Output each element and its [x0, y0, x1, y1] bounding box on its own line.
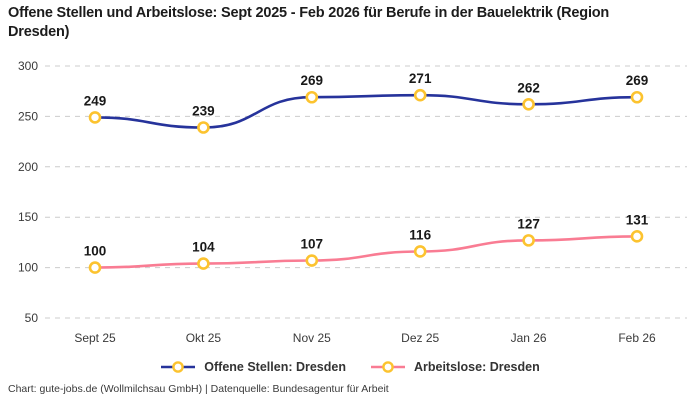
data-point-marker-0-5[interactable]: [630, 90, 644, 104]
series-line-1: [93, 235, 639, 269]
y-axis-tick-label: 200: [18, 160, 38, 174]
data-point-label: 249: [84, 93, 107, 108]
line-chart-canvas: 50 100 150 200 250 300 Sept 25 Okt 25 Nov 25 Dez …: [18, 59, 687, 345]
data-point-label: 269: [626, 73, 649, 88]
data-point-marker-1-5[interactable]: [630, 230, 644, 243]
x-axis-tick-label: Sept 25: [74, 331, 116, 345]
x-axis-tick-label: Dez 25: [401, 331, 439, 345]
chart-source-footer: Chart: gute-jobs.de (Wollmilchsau GmbH) …: [8, 383, 389, 395]
legend-marker-1: [382, 361, 394, 373]
data-point-label: 269: [301, 73, 324, 88]
legend-item-arbeitslose[interactable]: Arbeitslose: Dresden: [370, 360, 540, 374]
y-axis-tick-label: 300: [18, 59, 38, 73]
data-point-label: 239: [192, 103, 215, 118]
data-point-label: 131: [626, 212, 649, 227]
legend-line-marker-icon: [161, 361, 196, 373]
y-axis-tick-label: 50: [25, 311, 39, 325]
chart-title: Offene Stellen und Arbeitslose: Sept 202…: [8, 5, 610, 40]
y-axis-tick-label: 250: [18, 109, 38, 123]
data-point-label: 262: [517, 80, 540, 95]
series-line-0: [93, 93, 639, 129]
y-axis-tick-label: 100: [18, 261, 38, 275]
data-point-marker-0-0[interactable]: [88, 111, 102, 124]
data-point-label: 104: [192, 240, 215, 255]
data-point-label: 116: [409, 227, 431, 242]
data-point-label: 271: [409, 71, 432, 86]
data-point-marker-0-2[interactable]: [305, 90, 319, 104]
legend-item-offene-stellen[interactable]: Offene Stellen: Dresden: [160, 360, 346, 374]
x-axis-tick-label: Jan 26: [511, 331, 547, 345]
data-point-label: 107: [301, 237, 324, 252]
data-point-label: 127: [517, 216, 540, 231]
data-point-marker-1-4[interactable]: [522, 234, 535, 247]
data-point-marker-0-4[interactable]: [522, 98, 535, 111]
x-axis-tick-label: Okt 25: [186, 331, 222, 345]
chart-legend: Offene Stellen: Dresden Arbeitslose: Dre…: [0, 360, 700, 374]
legend-marker-0: [172, 361, 185, 373]
data-point-marker-1-0[interactable]: [88, 261, 102, 274]
x-axis-tick-label: Feb 26: [618, 331, 656, 345]
data-point-marker-0-3[interactable]: [413, 88, 427, 102]
y-axis-tick-label: 150: [18, 210, 38, 224]
data-point-marker-1-3[interactable]: [413, 245, 427, 258]
data-point-marker-1-2[interactable]: [305, 254, 319, 267]
x-axis-tick-label: Nov 25: [293, 331, 331, 345]
legend-line-marker-icon: [370, 361, 405, 373]
data-point-marker-0-1[interactable]: [197, 121, 210, 134]
legend-label: Offene Stellen: Dresden: [204, 360, 346, 374]
legend-label: Arbeitslose: Dresden: [413, 360, 540, 374]
data-point-marker-1-1[interactable]: [197, 257, 210, 270]
data-point-label: 100: [84, 244, 107, 259]
